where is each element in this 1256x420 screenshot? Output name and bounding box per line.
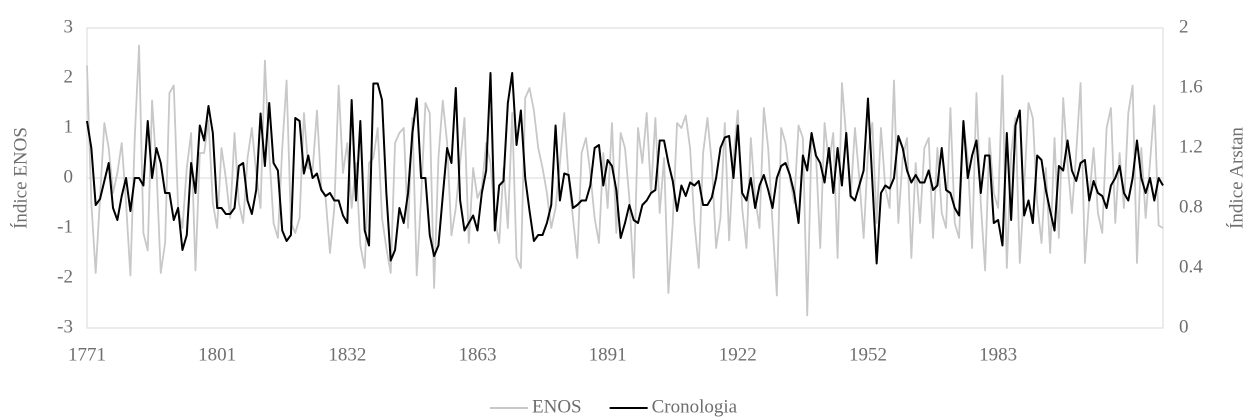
y-tick-label: -3: [57, 316, 73, 337]
y-tick-label: -1: [57, 216, 73, 237]
x-tick-label: 1863: [458, 344, 496, 365]
series-line: [86, 44, 1164, 317]
x-tick-label: 1891: [589, 344, 627, 365]
y2-tick-label: 0.4: [1179, 256, 1203, 277]
y2-tick-label: 2: [1179, 16, 1189, 37]
legend-label: ENOS: [532, 396, 582, 417]
y-tick-label: 2: [64, 66, 74, 87]
x-tick-label: 1771: [68, 344, 106, 365]
y2-axis-title: Índice Arstan: [1225, 127, 1247, 229]
y-tick-label: 0: [64, 166, 74, 187]
series-line: [86, 72, 1164, 265]
x-tick-label: 1832: [328, 344, 366, 365]
y2-tick-label: 1.6: [1179, 76, 1203, 97]
y-tick-label: -2: [57, 266, 73, 287]
legend-label: Cronologia: [652, 396, 738, 417]
x-tick-label: 1801: [198, 344, 236, 365]
y-tick-label: 3: [64, 16, 74, 37]
y2-tick-label: 0: [1179, 316, 1189, 337]
x-tick-label: 1983: [979, 344, 1017, 365]
x-tick-label: 1952: [849, 344, 887, 365]
x-tick-label: 1922: [719, 344, 757, 365]
y-tick-label: 1: [64, 116, 74, 137]
y2-tick-label: 0.8: [1179, 196, 1203, 217]
y2-tick-label: 1.2: [1179, 136, 1203, 157]
y-axis-title: Índice ENOS: [9, 127, 31, 229]
